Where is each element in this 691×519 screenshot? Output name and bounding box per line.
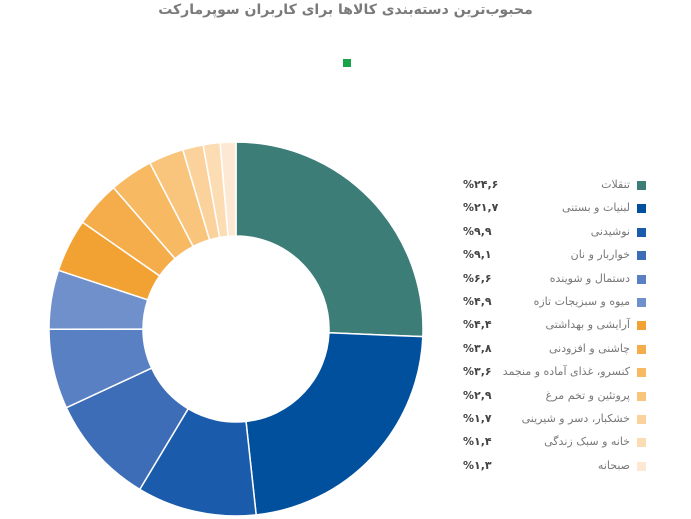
legend-swatch xyxy=(637,344,646,354)
legend-swatch xyxy=(637,204,646,214)
legend-swatch xyxy=(637,251,646,261)
value-label: %۱,۴ xyxy=(463,435,492,449)
legend-item: %۶,۶ دستمال و شوینده xyxy=(455,270,650,290)
legend-swatch xyxy=(637,298,646,307)
legend-marker xyxy=(343,59,351,67)
value-label: %۳,۸ xyxy=(463,341,492,355)
value-label: %۳,۶ xyxy=(463,365,492,379)
legend-label: دستمال و شوینده xyxy=(549,271,630,285)
legend-label: پروتئین و تخم مرغ xyxy=(545,388,630,402)
value-label: %۲۴,۶ xyxy=(463,178,499,191)
value-label: %۹,۱ xyxy=(463,248,492,262)
legend-item: %۴,۹ میوه و سبزیجات تازه xyxy=(455,293,650,313)
legend-item: %۲۱,۷ لبنیات و بستنی xyxy=(455,199,650,219)
legend-swatch xyxy=(637,321,646,331)
value-label: %۱,۷ xyxy=(463,412,492,425)
legend-label: کنسرو، غذای آماده و منجمد xyxy=(502,365,630,379)
value-label: %۲,۹ xyxy=(463,388,492,402)
legend-label: صبحانه xyxy=(597,458,630,472)
legend-label: چاشنی و افزودنی xyxy=(549,341,630,355)
legend-swatch xyxy=(637,227,646,237)
legend-label: نوشیدنی xyxy=(590,224,630,238)
legend-label: لبنیات و بستنی xyxy=(561,201,630,215)
legend-item: %۳,۶ کنسرو، غذای آماده و منجمد xyxy=(455,363,650,383)
legend-item: %۲,۹ پروتئین و تخم مرغ xyxy=(455,387,650,407)
donut-slice xyxy=(235,141,424,338)
legend-label: آرایشی و بهداشتی xyxy=(545,318,630,332)
legend-swatch xyxy=(637,368,646,378)
legend-label: تنقلات xyxy=(601,178,630,191)
legend-item: %۴,۴ آرایشی و بهداشتی xyxy=(455,316,650,336)
value-label: %۹,۹ xyxy=(463,224,492,238)
legend-item: %۱,۳ صبحانه xyxy=(455,457,650,477)
value-label: %۱,۳ xyxy=(463,458,492,472)
legend-label: خواربار و نان xyxy=(570,248,630,262)
legend-swatch xyxy=(637,391,646,401)
value-label: %۲۱,۷ xyxy=(463,201,499,215)
donut-slice xyxy=(219,141,237,238)
legend-swatch xyxy=(637,181,646,190)
legend-swatch xyxy=(637,438,646,448)
chart-title: محبوب‌ترین دسته‌بندی کالاها برای کاربران… xyxy=(158,2,533,18)
value-label: %۴,۴ xyxy=(463,318,492,332)
legend-item: %۹,۱ خواربار و نان xyxy=(455,246,650,266)
value-label: %۴,۹ xyxy=(463,295,492,308)
legend-swatch xyxy=(637,274,646,284)
legend-item: %۳,۸ چاشنی و افزودنی xyxy=(455,340,650,360)
legend-label: خشکبار، دسر و شیرینی xyxy=(521,412,630,425)
legend-item: %۱,۷ خشکبار، دسر و شیرینی xyxy=(455,410,650,430)
legend-label: میوه و سبزیجات تازه xyxy=(533,295,630,308)
legend-swatch xyxy=(637,461,646,471)
legend-item: %۹,۹ نوشیدنی xyxy=(455,223,650,243)
legend-item: %۲۴,۶ تنقلات xyxy=(455,176,650,196)
legend-swatch xyxy=(637,415,646,424)
legend-item: %۱,۴ خانه و سبک زندگی xyxy=(455,433,650,453)
legend-label: خانه و سبک زندگی xyxy=(544,435,630,449)
value-label: %۶,۶ xyxy=(463,271,492,285)
donut-slice xyxy=(245,332,424,516)
